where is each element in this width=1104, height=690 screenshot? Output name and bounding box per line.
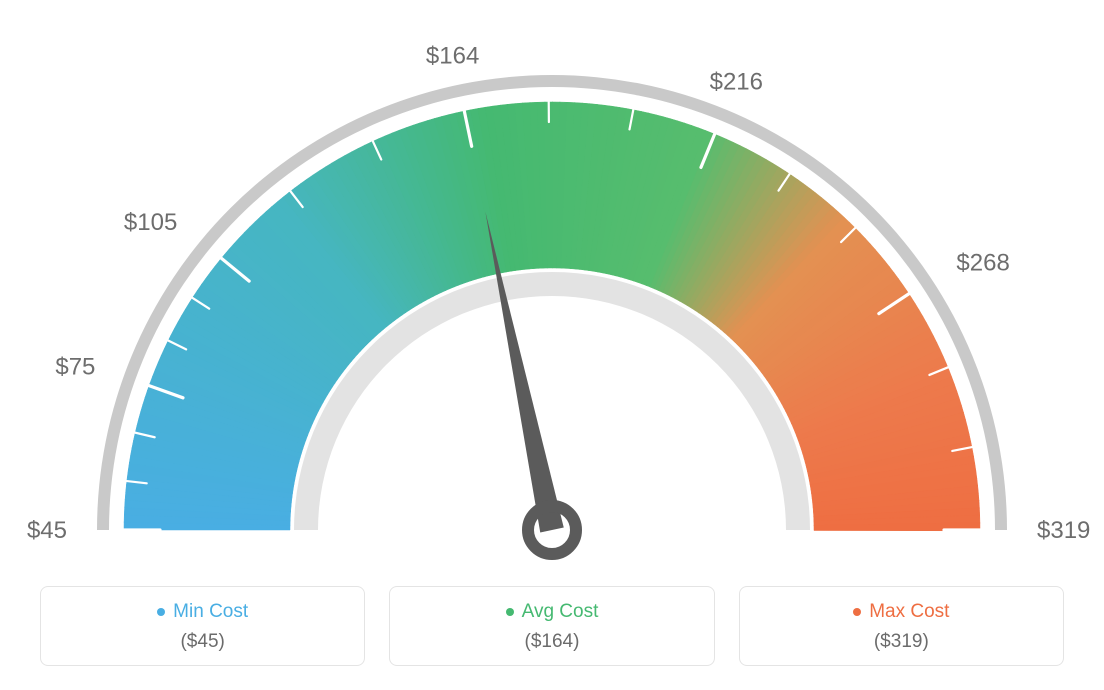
scale-label: $216: [710, 68, 763, 95]
scale-label: $75: [55, 353, 95, 380]
legend-row: Min Cost ($45) Avg Cost ($164) Max Cost …: [40, 586, 1064, 666]
legend-value-max: ($319): [748, 631, 1055, 653]
legend-label-max: Max Cost: [853, 601, 949, 623]
scale-label: $164: [426, 42, 479, 69]
scale-label: $105: [124, 209, 177, 236]
dot-icon: [157, 608, 165, 616]
legend-label-min-text: Min Cost: [173, 601, 248, 623]
scale-label: $45: [27, 517, 67, 544]
gauge-arc: [124, 102, 980, 531]
scale-label: $268: [956, 249, 1009, 276]
scale-label: $319: [1037, 517, 1090, 544]
dot-icon: [853, 608, 861, 616]
legend-box-max: Max Cost ($319): [739, 586, 1064, 666]
legend-value-avg: ($164): [398, 631, 705, 653]
legend-label-min: Min Cost: [157, 601, 248, 623]
legend-value-min: ($45): [49, 631, 356, 653]
legend-box-min: Min Cost ($45): [40, 586, 365, 666]
dot-icon: [506, 608, 514, 616]
cost-gauge: $45 $75 $105 $164 $216 $268 $319: [0, 0, 1104, 570]
legend-box-avg: Avg Cost ($164): [389, 586, 714, 666]
legend-label-avg: Avg Cost: [506, 601, 599, 623]
legend-label-max-text: Max Cost: [869, 601, 949, 623]
legend-label-avg-text: Avg Cost: [522, 601, 599, 623]
gauge-svg: $45 $75 $105 $164 $216 $268 $319: [0, 0, 1104, 570]
